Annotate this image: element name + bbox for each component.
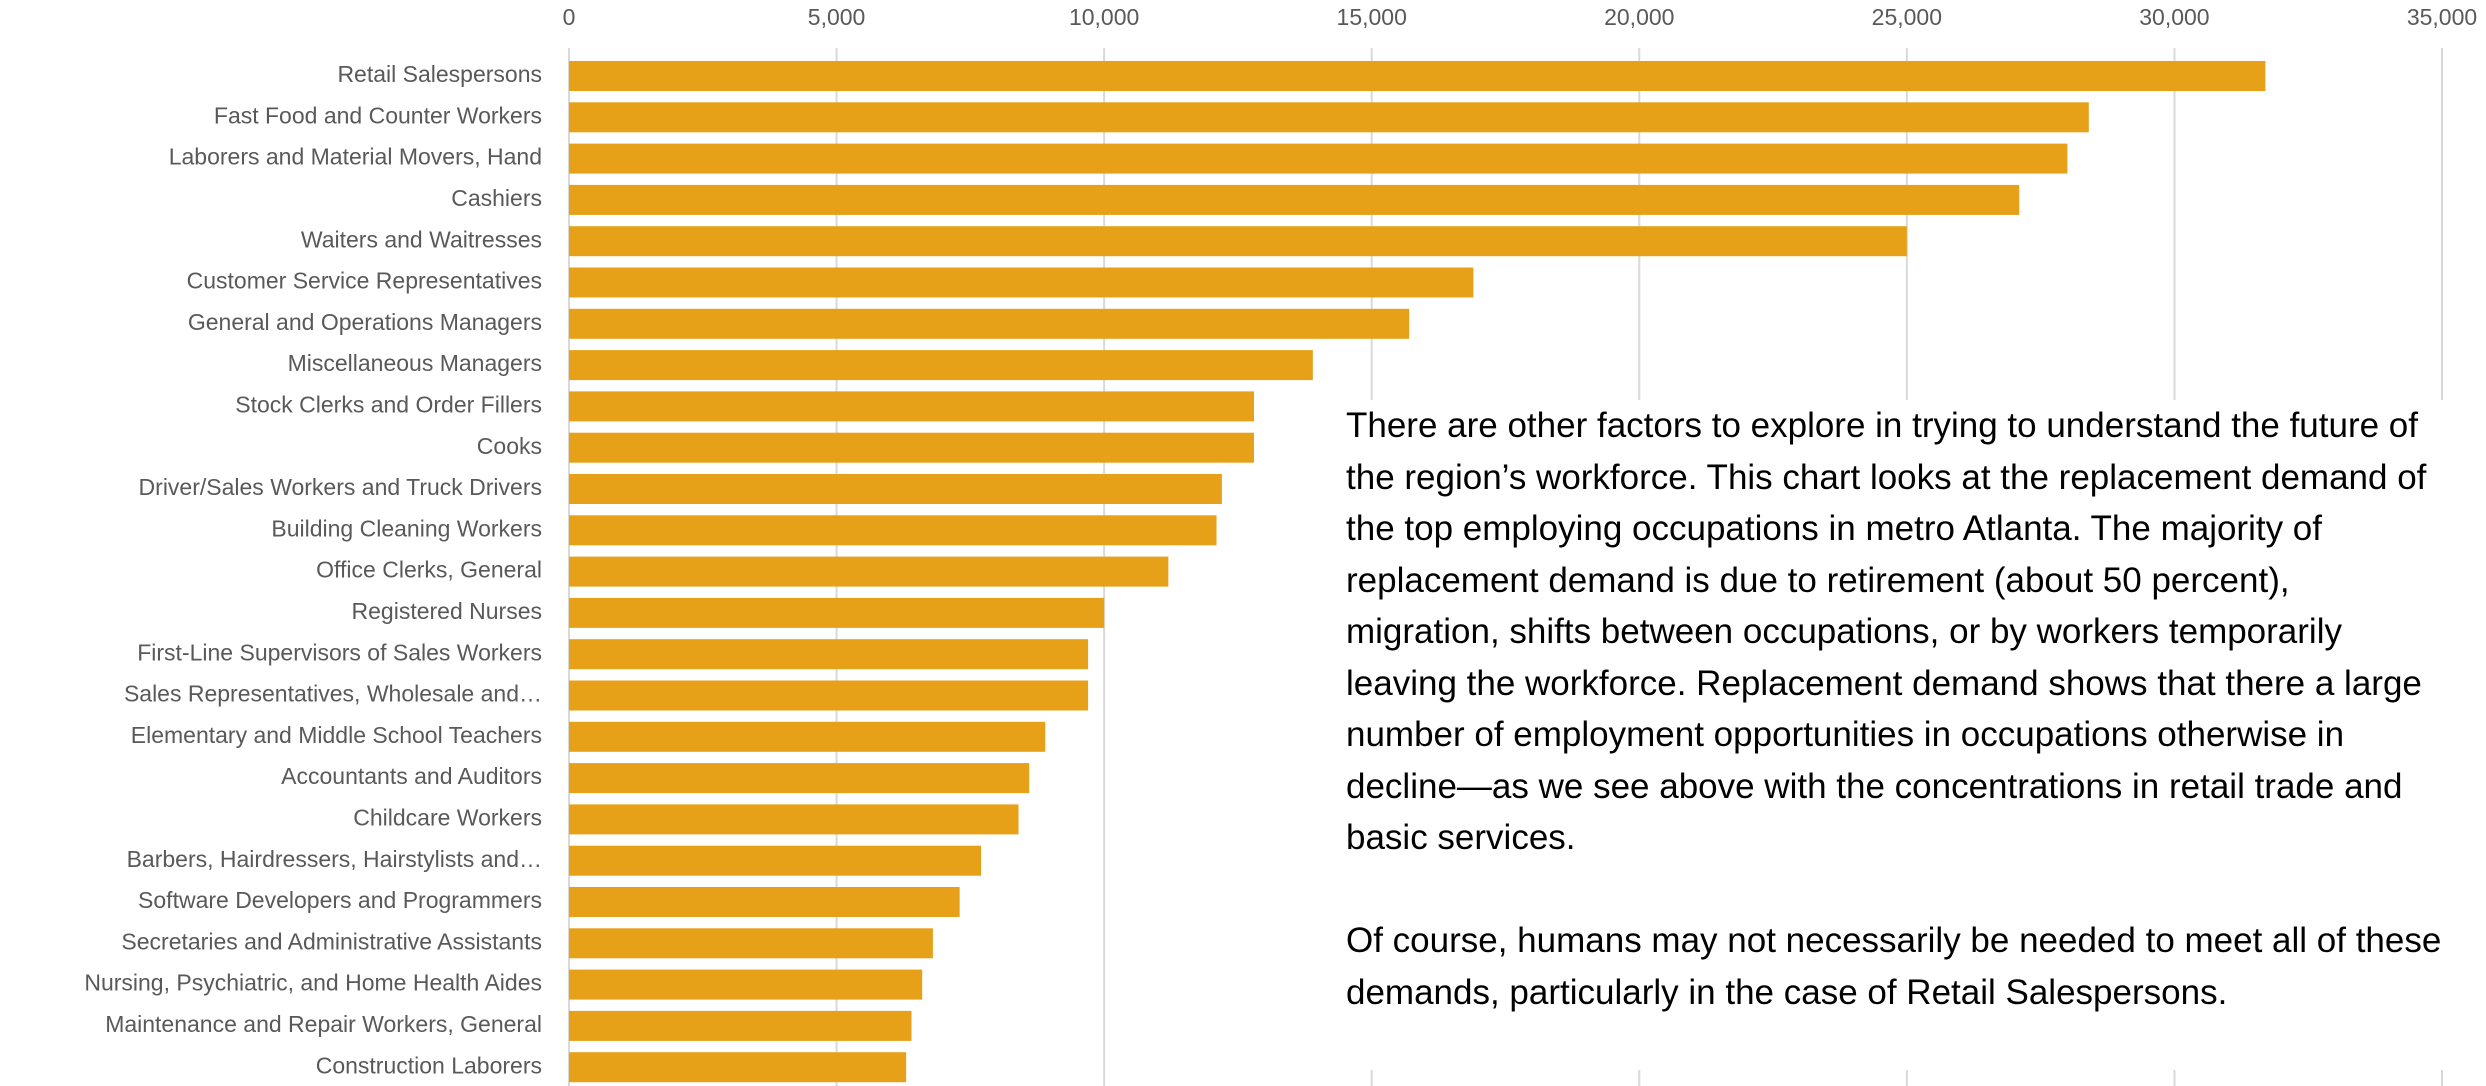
bar [569, 845, 982, 876]
bar [569, 680, 1089, 711]
y-tick-label: First-Line Supervisors of Sales Workers [137, 639, 542, 665]
bar [569, 1052, 907, 1083]
bar [569, 61, 2266, 91]
y-tick-label: Waiters and Waitresses [301, 226, 542, 252]
x-tick-label: 15,000 [1337, 4, 1407, 30]
x-tick-label: 30,000 [2139, 4, 2209, 30]
bar [569, 887, 960, 917]
y-tick-label: Registered Nurses [352, 598, 542, 624]
y-tick-label: Laborers and Material Movers, Hand [169, 144, 542, 170]
bar [569, 556, 1169, 587]
bar [569, 474, 1222, 504]
y-tick-label: Stock Clerks and Order Fillers [235, 391, 542, 417]
bar [569, 639, 1089, 670]
y-tick-label: Maintenance and Repair Workers, General [105, 1011, 542, 1037]
y-tick-label: Software Developers and Programmers [138, 887, 542, 913]
x-tick-label: 5,000 [808, 4, 866, 30]
bar [569, 515, 1217, 546]
y-tick-label: Sales Representatives, Wholesale and… [124, 681, 542, 707]
bar [569, 143, 2068, 174]
x-tick-label: 25,000 [1872, 4, 1942, 30]
bar [569, 721, 1046, 752]
y-tick-label: Construction Laborers [316, 1052, 542, 1078]
y-tick-label: Nursing, Psychiatric, and Home Health Ai… [84, 970, 542, 996]
y-tick-label: Elementary and Middle School Teachers [131, 722, 542, 748]
paragraph: There are other factors to explore in tr… [1346, 406, 2427, 857]
bar [569, 804, 1019, 835]
y-tick-label: Building Cleaning Workers [271, 515, 542, 541]
paragraph: Of course, humans may not necessarily be… [1346, 921, 2442, 1012]
bar [569, 308, 1410, 339]
bar [569, 432, 1254, 463]
x-tick-label: 35,000 [2407, 4, 2477, 30]
x-tick-label: 20,000 [1604, 4, 1674, 30]
bar [569, 267, 1474, 298]
x-tick-label: 0 [563, 4, 576, 30]
bar [569, 763, 1030, 794]
x-tick-label: 10,000 [1069, 4, 1139, 30]
y-tick-label: Cooks [477, 433, 542, 459]
bar [569, 350, 1313, 381]
bar [569, 969, 923, 1000]
bar [569, 597, 1105, 628]
y-tick-label: Driver/Sales Workers and Truck Drivers [139, 474, 542, 500]
y-tick-label: Customer Service Representatives [187, 268, 542, 294]
y-tick-label: Secretaries and Administrative Assistant… [121, 928, 542, 954]
y-tick-label: Office Clerks, General [316, 557, 542, 583]
y-tick-label: Childcare Workers [353, 804, 542, 830]
bar [569, 184, 2020, 215]
text-box: There are other factors to explore in tr… [1346, 400, 2446, 1070]
bar [569, 391, 1254, 422]
y-tick-label: Barbers, Hairdressers, Hairstylists and… [127, 846, 542, 872]
bar [569, 102, 2089, 133]
y-tick-label: Fast Food and Counter Workers [214, 102, 542, 128]
y-tick-label: General and Operations Managers [188, 309, 542, 335]
y-tick-label: Cashiers [451, 185, 542, 211]
bar [569, 928, 933, 959]
y-tick-label: Miscellaneous Managers [288, 350, 542, 376]
y-tick-label: Accountants and Auditors [281, 763, 542, 789]
bar [569, 1010, 912, 1041]
y-tick-label: Retail Salespersons [337, 61, 542, 87]
bar [569, 226, 1907, 257]
